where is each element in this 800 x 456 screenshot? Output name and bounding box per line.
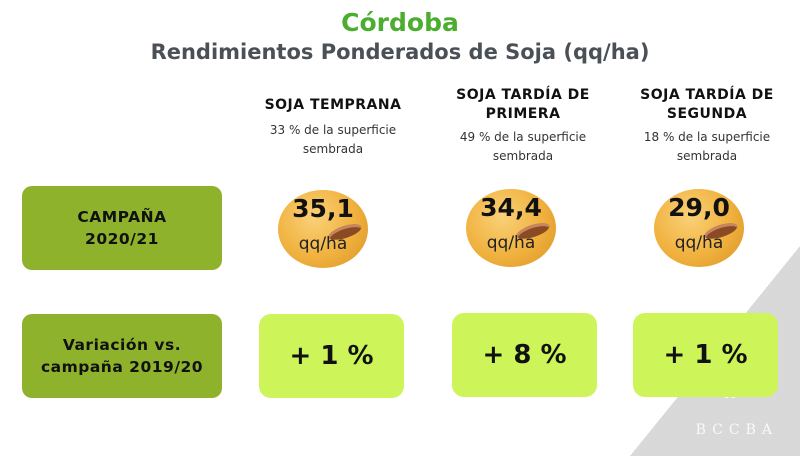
- column-header-soja-temprana: SOJA TEMPRANA 33 % de la superficie sembr…: [238, 96, 428, 159]
- column-note: 18 % de la superficie sembrada: [612, 128, 800, 166]
- column-name-line2: PRIMERA: [485, 106, 561, 122]
- column-note-line2: sembrada: [676, 149, 738, 163]
- column-note-line1: 18 % de la superficie: [643, 130, 771, 144]
- campaign-label-line2: 2020/21: [85, 230, 159, 248]
- yield-unit: qq/ha: [674, 233, 724, 253]
- column-header-soja-tardia-primera: SOJA TARDÍA DE PRIMERA 49 % de la superf…: [428, 86, 618, 166]
- variation-label-box: Variación vs. campaña 2019/20: [22, 314, 222, 398]
- column-header-soja-tardia-segunda: SOJA TARDÍA DE SEGUNDA 18 % de la superf…: [612, 86, 800, 166]
- campaign-label-box: CAMPAÑA 2020/21: [22, 186, 222, 270]
- page-title: Córdoba: [341, 8, 459, 37]
- variation-value-box: + 1 %: [633, 313, 778, 397]
- column-name-line2: SEGUNDA: [666, 106, 748, 122]
- campaign-label-line1: CAMPAÑA: [77, 208, 167, 226]
- soybean-yield-badge: 34,4 qq/ha: [466, 189, 556, 267]
- soybean-yield-badge: 35,1 qq/ha: [278, 190, 368, 268]
- column-note-line1: 33 % de la superficie: [269, 123, 397, 137]
- yield-value: 35,1: [292, 194, 354, 223]
- yield-unit: qq/ha: [298, 234, 348, 254]
- variation-value-box: + 1 %: [259, 314, 404, 398]
- soybean-yield-badge: 29,0 qq/ha: [654, 189, 744, 267]
- page-subtitle: Rendimientos Ponderados de Soja (qq/ha): [150, 40, 650, 64]
- column-note-line1: 49 % de la superficie: [459, 130, 587, 144]
- column-note: 33 % de la superficie sembrada: [238, 121, 428, 159]
- column-note-line2: sembrada: [492, 149, 554, 163]
- yield-value: 29,0: [668, 193, 730, 222]
- yield-value: 34,4: [480, 193, 542, 222]
- column-note: 49 % de la superficie sembrada: [428, 128, 618, 166]
- variation-label-line1: Variación vs.: [62, 336, 182, 354]
- column-name-line1: SOJA TARDÍA DE: [640, 87, 774, 103]
- yield-unit: qq/ha: [486, 233, 536, 253]
- watermark-logo-text: BCCBA: [695, 422, 778, 438]
- column-note-line2: sembrada: [302, 142, 364, 156]
- variation-label-line2: campaña 2019/20: [40, 358, 204, 376]
- variation-value-box: + 8 %: [452, 313, 597, 397]
- column-name-line1: SOJA TARDÍA DE: [456, 87, 590, 103]
- column-name: SOJA TEMPRANA: [264, 97, 402, 113]
